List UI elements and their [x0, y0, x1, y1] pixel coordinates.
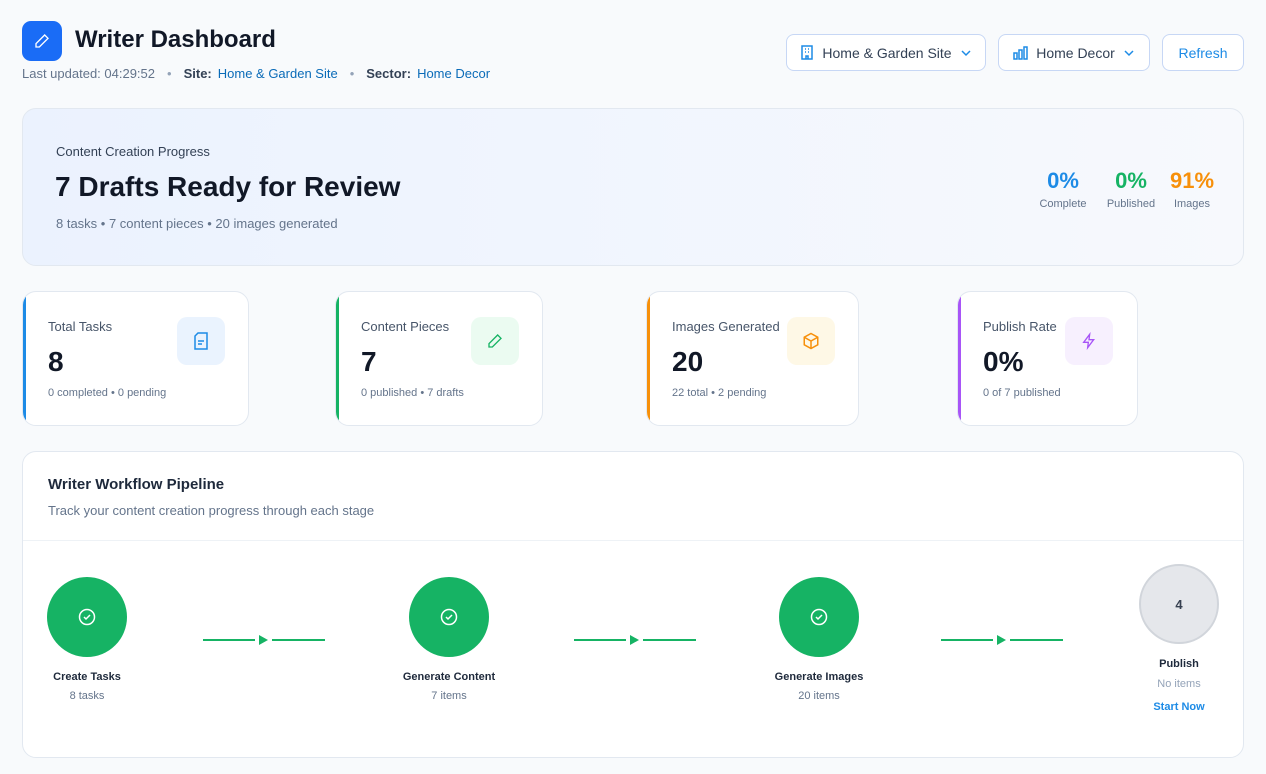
- pencil-icon: [471, 317, 519, 365]
- site-select[interactable]: Home & Garden Site: [786, 34, 986, 71]
- box-icon: [787, 317, 835, 365]
- hero-stat-complete: 0% Complete: [1039, 168, 1087, 210]
- refresh-button[interactable]: Refresh: [1162, 34, 1244, 71]
- start-now-link[interactable]: Start Now: [1153, 701, 1205, 713]
- last-updated: Last updated: 04:29:52: [22, 66, 156, 81]
- stat-card-images-generated: Images Generated 20 22 total • 2 pending: [646, 291, 859, 426]
- hero-title: 7 Drafts Ready for Review: [55, 171, 401, 202]
- lightning-icon: [1065, 317, 1113, 365]
- progress-hero: Content Creation Progress 7 Drafts Ready…: [22, 108, 1244, 266]
- divider: [23, 540, 1243, 541]
- check-circle-icon: [440, 608, 458, 626]
- app-logo: [22, 21, 62, 61]
- hero-stat-published: 0% Published: [1106, 168, 1156, 210]
- bar-chart-icon: [1013, 45, 1028, 60]
- step-number: 4: [1139, 564, 1219, 644]
- stat-card-publish-rate: Publish Rate 0% 0 of 7 published: [957, 291, 1138, 426]
- site-label: Site:: [183, 66, 212, 81]
- site-select-value: Home & Garden Site: [822, 44, 952, 61]
- workflow-pipeline: Writer Workflow Pipeline Track your cont…: [22, 451, 1244, 758]
- hero-eyebrow: Content Creation Progress: [56, 144, 210, 159]
- stat-card-content-pieces: Content Pieces 7 0 published • 7 drafts: [335, 291, 543, 426]
- pipeline-connector-arrow: [574, 635, 696, 645]
- header-meta: Last updated: 04:29:52 • Site: Home & Gard…: [22, 66, 491, 81]
- pipeline-step-publish[interactable]: 4 Publish No items Start Now: [1099, 564, 1259, 713]
- check-circle-icon: [810, 608, 828, 626]
- pipeline-connector-arrow: [941, 635, 1063, 645]
- pipeline-step-create-tasks[interactable]: Create Tasks 8 tasks: [7, 577, 167, 702]
- sector-link[interactable]: Home Decor: [417, 66, 491, 81]
- hero-summary: 8 tasks • 7 content pieces • 20 images g…: [56, 216, 338, 231]
- sector-select-value: Home Decor: [1036, 44, 1115, 61]
- page-title: Writer Dashboard: [75, 26, 276, 53]
- stat-card-total-tasks: Total Tasks 8 0 completed • 0 pending: [22, 291, 249, 426]
- pipeline-step-generate-content[interactable]: Generate Content 7 items: [369, 577, 529, 702]
- pipeline-title: Writer Workflow Pipeline: [48, 476, 225, 493]
- sector-label: Sector:: [366, 66, 412, 81]
- pipeline-connector-arrow: [203, 635, 325, 645]
- chevron-down-icon: [1124, 49, 1134, 56]
- sector-select[interactable]: Home Decor: [998, 34, 1150, 71]
- pipeline-step-generate-images[interactable]: Generate Images 20 items: [739, 577, 899, 702]
- hero-stat-images: 91% Images: [1169, 168, 1215, 210]
- check-circle-icon: [78, 608, 96, 626]
- site-link[interactable]: Home & Garden Site: [217, 66, 338, 81]
- pencil-icon: [35, 34, 49, 48]
- building-icon: [801, 45, 814, 60]
- pipeline-subtitle: Track your content creation progress thr…: [48, 503, 375, 518]
- chevron-down-icon: [961, 49, 971, 56]
- document-icon: [177, 317, 225, 365]
